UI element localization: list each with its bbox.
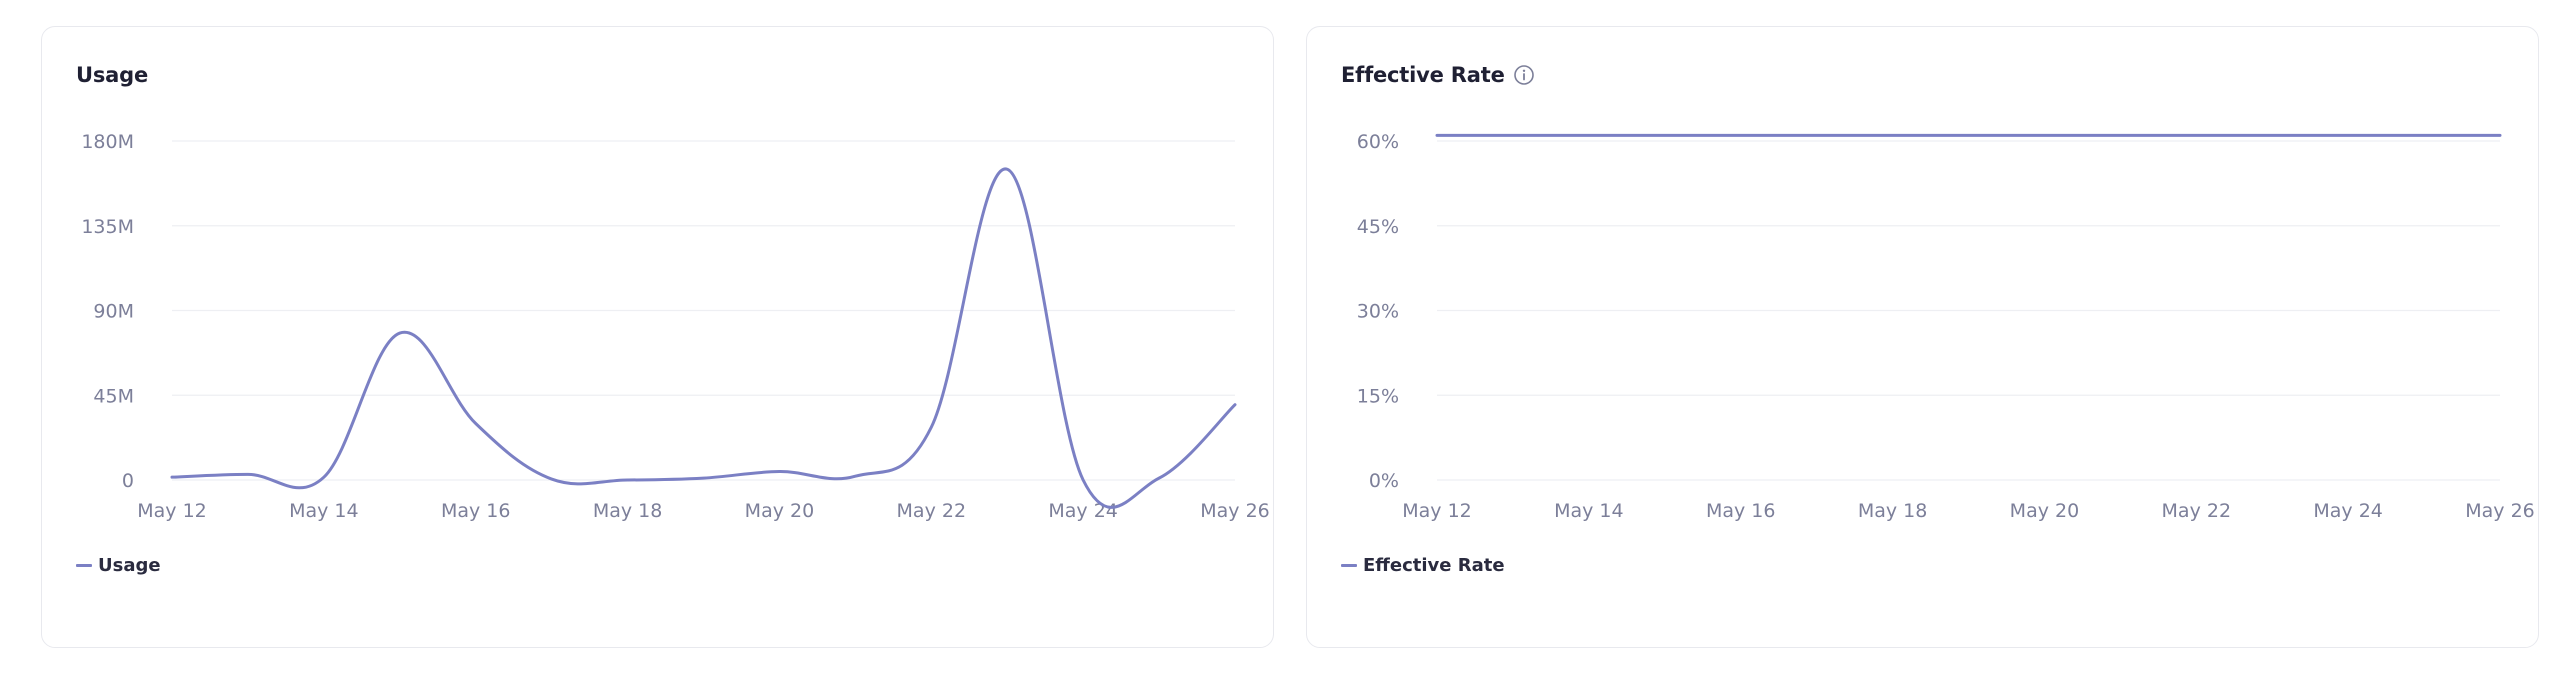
usage-chart-legend[interactable]: Usage: [76, 555, 161, 576]
effective-rate-x-tick-label: May 22: [2162, 500, 2232, 522]
effective-rate-x-tick-label: May 24: [2313, 500, 2383, 522]
effective-rate-chart-title: Effective Rate: [1341, 63, 1535, 87]
usage-x-tick-label: May 22: [897, 500, 967, 522]
effective-rate-x-tick-label: May 26: [2465, 500, 2535, 522]
usage-x-tick-label: May 26: [1200, 500, 1270, 522]
effective-rate-legend-swatch: [1341, 564, 1357, 567]
usage-line-chart[interactable]: 0 45M 90M 135M 180M May 12 May 14 May 16 May 18 M…: [42, 27, 1275, 547]
usage-y-tick-label: 180M: [81, 131, 134, 153]
info-icon[interactable]: [1513, 64, 1535, 86]
usage-x-tick-label: May 14: [289, 500, 359, 522]
usage-legend-label: Usage: [98, 555, 161, 576]
usage-chart-card: Usage 0 45M 90M 135M 180M May 12 May 14 May 16 M…: [41, 26, 1274, 648]
effective-rate-x-tick-label: May 12: [1402, 500, 1472, 522]
usage-x-tick-label: May 16: [441, 500, 511, 522]
usage-legend-swatch: [76, 564, 92, 567]
usage-series-line[interactable]: [170, 167, 1237, 509]
effective-rate-line-chart[interactable]: 0% 15% 30% 45% 60% May 12 May 14 May 16 May 18 Ma…: [1307, 27, 2540, 547]
effective-rate-chart-card: Effective Rate 0% 15% 30% 45% 60% May 12 May 1…: [1306, 26, 2539, 648]
usage-x-tick-label: May 12: [137, 500, 207, 522]
usage-chart-title-text: Usage: [76, 63, 148, 87]
effective-rate-x-tick-label: May 20: [2010, 500, 2080, 522]
effective-rate-legend-label: Effective Rate: [1363, 555, 1505, 576]
usage-x-tick-label: May 20: [745, 500, 815, 522]
effective-rate-y-tick-label: 0%: [1369, 470, 1399, 492]
effective-rate-y-tick-label: 15%: [1357, 385, 1399, 407]
effective-rate-x-tick-label: May 16: [1706, 500, 1776, 522]
usage-y-tick-label: 135M: [81, 216, 134, 238]
usage-x-tick-label: May 18: [593, 500, 663, 522]
effective-rate-x-tick-label: May 14: [1554, 500, 1624, 522]
usage-y-tick-label: 90M: [93, 301, 134, 323]
effective-rate-chart-title-text: Effective Rate: [1341, 63, 1505, 87]
effective-rate-chart-legend[interactable]: Effective Rate: [1341, 555, 1505, 576]
effective-rate-x-tick-label: May 18: [1858, 500, 1928, 522]
effective-rate-y-tick-label: 30%: [1357, 301, 1399, 323]
usage-x-tick-label: May 24: [1048, 500, 1118, 522]
usage-chart-title: Usage: [76, 63, 148, 87]
usage-y-tick-label: 0: [122, 470, 134, 492]
effective-rate-y-tick-label: 60%: [1357, 131, 1399, 153]
usage-y-tick-label: 45M: [93, 385, 134, 407]
effective-rate-y-tick-label: 45%: [1357, 216, 1399, 238]
